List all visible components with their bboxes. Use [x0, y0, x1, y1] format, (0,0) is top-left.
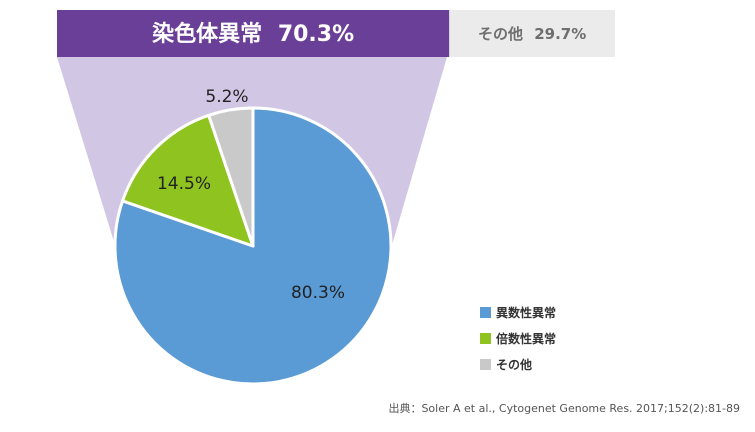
header-bar-chromosomal	[57, 10, 450, 57]
pie-slice-polyploidy	[121, 113, 255, 248]
pie-slice-other	[207, 106, 255, 248]
header-main-label: 染色体異常	[152, 21, 262, 47]
header-label-chromosomal: 染色体異常 70.3%	[152, 21, 354, 47]
header-bar-other	[449, 10, 615, 57]
legend-label-aneuploidy: 異数性異常	[496, 305, 556, 320]
header-label-other: その他 29.7%	[478, 25, 586, 43]
legend-label-polyploidy: 倍数性異常	[496, 331, 556, 346]
legend-swatch-aneuploidy	[480, 307, 491, 318]
slice-label-polyploidy: 14.5%	[157, 174, 211, 194]
pie	[113, 106, 393, 386]
legend: 異数性異常 倍数性異常 その他	[480, 305, 556, 372]
header-main-value: 70.3%	[278, 22, 354, 47]
legend-label-other: その他	[496, 357, 532, 372]
legend-swatch-polyploidy	[480, 333, 491, 344]
slice-label-aneuploidy: 80.3%	[291, 283, 345, 303]
slice-label-other: 5.2%	[205, 87, 248, 107]
header-other-label: その他	[478, 25, 523, 43]
header-other-value: 29.7%	[534, 25, 586, 43]
legend-swatch-other	[480, 359, 491, 370]
source-citation: 出典：Soler A et al., Cytogenet Genome Res.…	[388, 401, 740, 415]
